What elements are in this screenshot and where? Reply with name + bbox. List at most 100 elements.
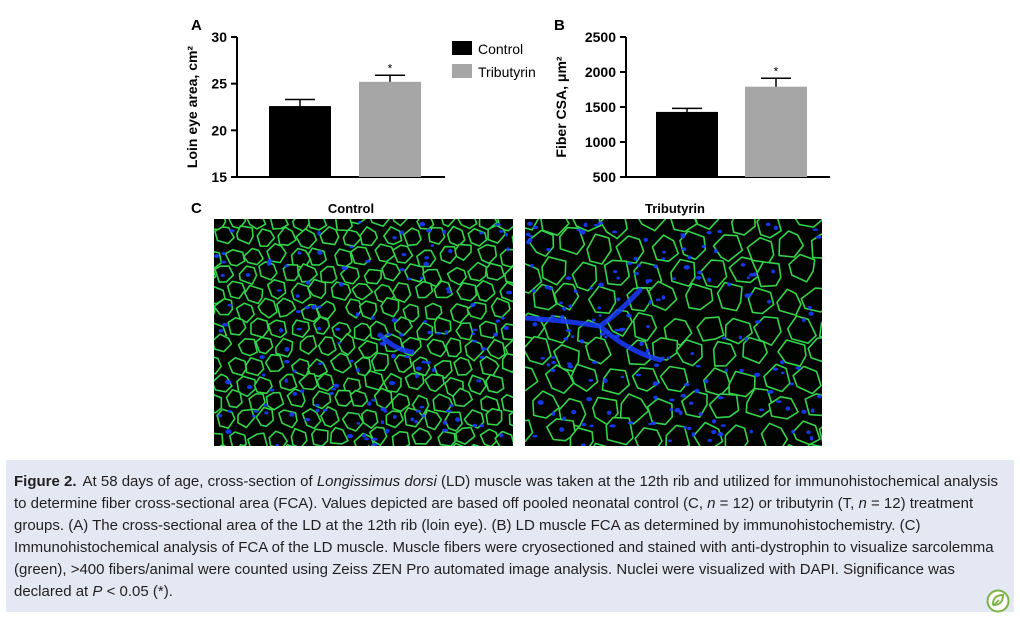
muscle-fiber	[778, 230, 805, 258]
nucleus	[591, 318, 596, 322]
muscle-fiber	[496, 445, 508, 446]
nucleus	[694, 388, 700, 394]
nucleus	[701, 244, 706, 248]
nucleus	[740, 263, 746, 267]
muscle-fiber	[433, 359, 453, 380]
muscle-fiber	[756, 219, 783, 239]
nucleus	[304, 306, 311, 310]
muscle-fiber	[236, 375, 257, 398]
muscle-fiber	[384, 450, 402, 460]
nucleus	[652, 381, 659, 386]
muscle-fiber	[391, 392, 411, 413]
nucleus	[603, 378, 608, 383]
nucleus	[680, 234, 686, 239]
muscle-fiber	[427, 226, 446, 245]
muscle-fiber	[529, 182, 557, 206]
nucleus	[316, 305, 322, 309]
y-axis-label: Loin eye area, cm²	[184, 46, 200, 169]
muscle-fiber	[833, 341, 857, 366]
nucleus	[598, 282, 604, 287]
nucleus	[570, 335, 575, 339]
muscle-fiber	[437, 430, 457, 446]
nucleus	[704, 378, 709, 384]
nucleus	[322, 408, 328, 412]
bar-tributyrin	[359, 81, 421, 177]
nucleus	[247, 385, 253, 390]
nucleus	[278, 328, 284, 333]
muscle-fiber	[631, 366, 660, 392]
nucleus	[568, 304, 573, 308]
muscle-fiber	[827, 364, 854, 391]
nucleus	[391, 318, 398, 323]
muscle-fiber	[370, 352, 390, 372]
muscle-fiber	[421, 195, 440, 212]
muscle-fiber	[329, 426, 349, 445]
nucleus	[284, 264, 289, 268]
nucleus	[427, 330, 433, 335]
muscle-fiber	[858, 373, 884, 399]
muscle-fiber	[707, 175, 733, 202]
nucleus	[218, 328, 224, 333]
nucleus	[446, 290, 452, 294]
muscle-fiber	[411, 427, 433, 445]
nucleus	[471, 340, 478, 343]
nucleus	[606, 410, 612, 415]
nucleus	[436, 332, 442, 335]
nucleus	[579, 229, 586, 235]
muscle-fiber	[295, 228, 318, 250]
muscle-fiber	[214, 305, 216, 316]
nucleus	[349, 359, 354, 363]
muscle-fiber	[615, 235, 645, 264]
nucleus	[791, 429, 795, 434]
muscle-fiber	[255, 336, 274, 355]
nucleus	[565, 276, 572, 281]
muscle-fiber	[452, 442, 464, 446]
nucleus	[392, 414, 397, 419]
nucleus	[695, 364, 701, 368]
muscle-fiber	[368, 426, 388, 446]
muscle-fiber	[477, 244, 498, 265]
nucleus	[680, 393, 687, 398]
nucleus	[646, 325, 650, 329]
muscle-fiber	[416, 219, 435, 230]
nucleus	[674, 407, 681, 413]
muscle-fiber	[237, 408, 256, 429]
nucleus	[220, 260, 227, 264]
muscle-fiber	[253, 376, 273, 395]
open-access-leaf-icon[interactable]	[986, 589, 1010, 613]
nucleus	[297, 251, 302, 255]
nucleus	[563, 336, 569, 341]
nucleus	[661, 257, 666, 260]
muscle-fiber	[301, 194, 317, 210]
muscle-fiber	[194, 446, 210, 460]
muscle-fiber	[358, 300, 378, 320]
nucleus	[558, 301, 564, 305]
muscle-fiber	[467, 374, 487, 396]
muscle-fiber	[525, 335, 552, 366]
nucleus	[566, 362, 572, 366]
nucleus	[532, 434, 538, 438]
muscle-fiber	[454, 426, 476, 445]
nucleus	[245, 273, 251, 277]
nucleus	[476, 379, 482, 383]
nucleus	[530, 263, 534, 268]
nucleus	[744, 337, 748, 341]
nucleus	[808, 311, 814, 316]
muscle-fiber	[349, 219, 367, 225]
muscle-fiber	[360, 409, 379, 430]
nucleus	[501, 316, 505, 320]
nucleus	[717, 431, 724, 437]
nucleus	[759, 408, 765, 412]
nucleus	[423, 320, 427, 323]
nucleus	[559, 427, 565, 432]
nucleus	[253, 410, 259, 413]
nucleus	[506, 247, 510, 252]
nucleus	[276, 289, 282, 292]
nucleus	[550, 356, 556, 359]
muscle-fiber	[412, 356, 431, 377]
muscle-fiber	[351, 282, 374, 301]
muscle-fiber	[841, 173, 867, 200]
nucleus	[455, 417, 461, 422]
muscle-fiber	[601, 368, 631, 396]
muscle-fiber	[507, 191, 527, 208]
